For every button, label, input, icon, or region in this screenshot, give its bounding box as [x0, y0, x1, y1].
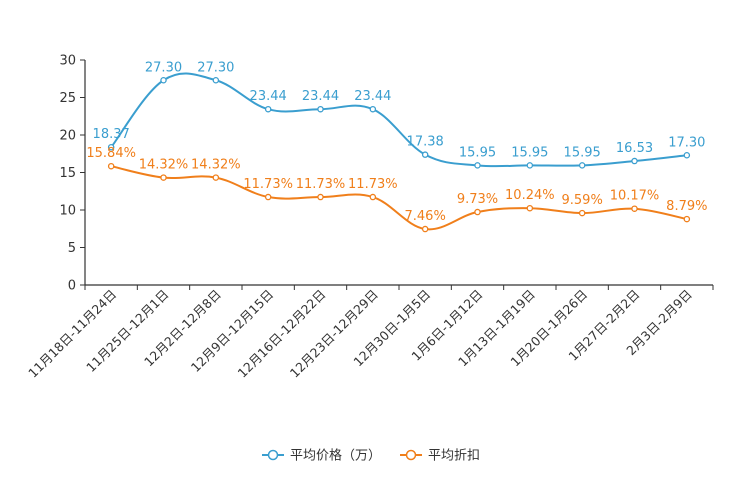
data-label-price: 17.38 [407, 135, 444, 150]
data-label-price: 23.44 [250, 89, 287, 104]
data-point-discount[interactable] [474, 208, 481, 216]
data-point-price[interactable] [317, 105, 324, 113]
y-tick-label: 25 [59, 91, 76, 106]
data-point-discount[interactable] [526, 204, 534, 212]
legend-swatch-marker [267, 449, 279, 461]
y-tick-label: 30 [59, 54, 76, 69]
data-point-price[interactable] [107, 143, 115, 151]
data-label-price: 15.95 [459, 145, 496, 160]
x-tick-label: 12月23日-12月29日 [287, 287, 381, 381]
data-label-price: 18.37 [93, 127, 130, 142]
data-point-discount[interactable] [631, 205, 638, 212]
data-point-price[interactable] [526, 162, 534, 169]
data-label-price: 15.95 [511, 145, 548, 160]
data-label-discount: 10.17% [610, 189, 660, 204]
x-tick-label: 11月18日-11月24日 [25, 287, 119, 381]
legend-item-price[interactable]: 平均价格（万） [262, 448, 381, 464]
data-label-discount: 10.24% [505, 188, 555, 203]
legend-swatch-marker [405, 449, 417, 461]
data-label-discount: 14.32% [191, 158, 241, 173]
data-point-discount[interactable] [683, 215, 691, 223]
data-point-discount[interactable] [578, 209, 586, 217]
data-point-price[interactable] [160, 77, 167, 84]
data-labels: 18.37 27.30 27.30 23.44 23.44 23.44 17.38 15.95… [86, 60, 707, 224]
legend-label: 平均价格（万） [290, 448, 381, 464]
data-point-discount[interactable] [369, 193, 377, 201]
data-point-discount[interactable] [107, 162, 115, 170]
data-point-discount[interactable] [264, 193, 272, 201]
series-line-discount [110, 165, 688, 231]
x-tick-label: 12月16日-12月22日 [234, 287, 328, 381]
data-point-price[interactable] [683, 151, 691, 159]
data-label-discount: 9.59% [562, 193, 603, 208]
data-label-price: 23.44 [354, 89, 391, 104]
legend-item-discount[interactable]: 平均折扣 [400, 449, 480, 464]
data-label-discount: 11.73% [296, 177, 346, 192]
data-label-price: 15.95 [564, 145, 601, 160]
data-point-price[interactable] [212, 77, 220, 84]
data-label-discount: 11.73% [348, 177, 398, 192]
y-tick-label: 15 [59, 166, 76, 181]
data-label-discount: 11.73% [243, 177, 293, 192]
data-label-price: 17.30 [668, 135, 705, 150]
data-label-price: 16.53 [616, 141, 653, 156]
y-tick-label: 10 [59, 204, 76, 219]
legend-label: 平均折扣 [428, 449, 480, 464]
series-layer [107, 72, 691, 233]
data-label-price: 27.30 [145, 60, 182, 75]
data-point-discount[interactable] [421, 225, 429, 233]
data-label-discount: 8.79% [666, 199, 707, 214]
data-point-price[interactable] [578, 162, 586, 169]
data-point-discount[interactable] [317, 193, 324, 201]
data-point-price[interactable] [631, 157, 638, 165]
data-label-discount: 14.32% [139, 158, 189, 173]
data-point-price[interactable] [421, 151, 429, 158]
legend[interactable]: 平均价格（万） 平均折扣 [262, 448, 480, 464]
data-label-discount: 15.84% [86, 146, 136, 161]
y-tick-label: 0 [68, 279, 76, 294]
data-label-price: 27.30 [197, 60, 234, 75]
y-tick-label: 5 [68, 241, 76, 256]
data-point-price[interactable] [474, 162, 481, 169]
data-label-price: 23.44 [302, 89, 339, 104]
y-tick-label: 20 [59, 129, 76, 144]
data-point-discount[interactable] [212, 174, 220, 181]
data-point-price[interactable] [369, 105, 377, 113]
data-label-discount: 9.73% [457, 192, 498, 207]
data-point-price[interactable] [264, 105, 272, 113]
data-point-discount[interactable] [160, 174, 167, 181]
data-label-discount: 7.46% [405, 209, 446, 224]
